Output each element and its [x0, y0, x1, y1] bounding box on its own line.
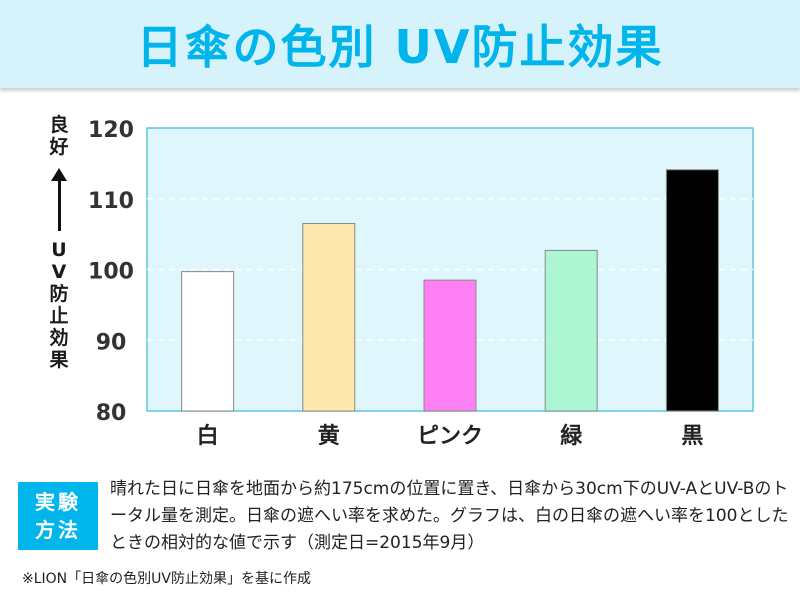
- y-tick-label: 100: [88, 260, 134, 285]
- title-banner: 日傘の色別 UV防止効果: [0, 0, 800, 88]
- bar-chart: 80 90 100 110 120 白 黄 ピンク 緑 黒: [88, 118, 754, 449]
- method-badge: 実験 方法: [18, 482, 98, 550]
- y-tick-label: 120: [88, 118, 134, 143]
- ylabel-char: 防: [49, 283, 69, 305]
- source-note: ※LION「日傘の色別UV防止効果」を基に作成: [22, 571, 311, 587]
- method-label-line1: 実験: [35, 490, 81, 514]
- chart-title: 日傘の色別 UV防止効果: [136, 20, 664, 74]
- ylabel-char: 効: [49, 327, 69, 349]
- ylabel-char: 好: [49, 136, 69, 158]
- x-tick-label: 白: [197, 423, 219, 449]
- y-tick-label: 80: [96, 401, 127, 426]
- x-tick-label: 緑: [560, 423, 583, 449]
- ylabel-char: V: [51, 261, 67, 283]
- arrow-shaft: [57, 181, 61, 231]
- ylabel-char: U: [51, 239, 67, 261]
- method-label-line2: 方法: [35, 518, 81, 542]
- arrow-up-icon: [51, 168, 67, 181]
- ylabel-char: 良: [49, 114, 69, 136]
- y-axis-label: 良 好 U V 防 止 効 果: [44, 114, 74, 404]
- y-tick-label: 90: [96, 330, 127, 355]
- bar: [423, 279, 477, 412]
- ylabel-char: 止: [49, 305, 69, 327]
- x-tick-label: 黄: [318, 424, 340, 449]
- bar: [302, 223, 356, 412]
- y-tick-label: 110: [88, 189, 134, 214]
- bar: [181, 271, 235, 412]
- ylabel-char: 果: [49, 349, 69, 371]
- bar: [544, 249, 598, 412]
- x-tick-label: 黒: [681, 424, 703, 449]
- method-description: 晴れた日に日傘を地面から約175cmの位置に置き、日傘から30cm下のUV-Aと…: [110, 479, 789, 553]
- bar: [665, 169, 719, 412]
- x-tick-label: ピンク: [417, 424, 483, 449]
